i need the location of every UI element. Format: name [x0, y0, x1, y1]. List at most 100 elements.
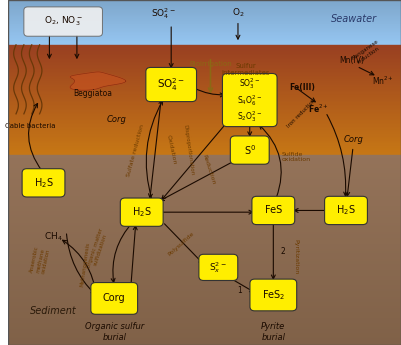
- Bar: [8, 317, 401, 318]
- Bar: [8, 264, 401, 265]
- Text: Oxidation: Oxidation: [166, 135, 177, 166]
- Text: H$_2$S: H$_2$S: [34, 176, 53, 190]
- Bar: [8, 332, 401, 334]
- Bar: [8, 159, 401, 161]
- Bar: [8, 50, 401, 52]
- Bar: [8, 252, 401, 254]
- Bar: [8, 231, 401, 233]
- Bar: [8, 309, 401, 311]
- Bar: [8, 330, 401, 332]
- Bar: [8, 8, 401, 9]
- Bar: [8, 92, 401, 93]
- Bar: [8, 343, 401, 345]
- Bar: [8, 302, 401, 303]
- Bar: [8, 74, 401, 75]
- Bar: [8, 31, 401, 32]
- FancyBboxPatch shape: [250, 279, 297, 311]
- Bar: [8, 64, 401, 66]
- Bar: [8, 315, 401, 317]
- Text: Polysulfide: Polysulfide: [167, 231, 195, 257]
- Text: S$_x^{2-}$: S$_x^{2-}$: [209, 260, 227, 275]
- Bar: [8, 56, 401, 57]
- Text: H$_2$S: H$_2$S: [336, 204, 356, 217]
- Bar: [8, 66, 401, 67]
- Bar: [8, 212, 401, 214]
- Bar: [8, 115, 401, 117]
- Bar: [8, 83, 401, 85]
- Bar: [8, 237, 401, 239]
- Text: FeS$_2$: FeS$_2$: [261, 288, 285, 302]
- Text: O$_2$: O$_2$: [232, 7, 244, 19]
- Bar: [8, 292, 401, 294]
- Bar: [8, 20, 401, 21]
- Bar: [8, 90, 401, 92]
- Bar: [8, 63, 401, 64]
- Bar: [8, 141, 401, 143]
- Bar: [8, 99, 401, 100]
- Bar: [8, 297, 401, 299]
- Bar: [8, 208, 401, 210]
- Bar: [8, 45, 401, 46]
- Bar: [8, 235, 401, 237]
- Polygon shape: [70, 72, 126, 90]
- Bar: [8, 34, 401, 35]
- Bar: [8, 184, 401, 186]
- Bar: [8, 210, 401, 212]
- Bar: [8, 271, 401, 273]
- Bar: [8, 288, 401, 290]
- Bar: [8, 277, 401, 279]
- Bar: [8, 16, 401, 17]
- Bar: [8, 126, 401, 128]
- Text: Fe(III): Fe(III): [289, 83, 315, 92]
- FancyBboxPatch shape: [146, 68, 196, 102]
- Bar: [8, 146, 401, 147]
- Bar: [8, 337, 401, 339]
- Bar: [8, 25, 401, 26]
- Bar: [8, 106, 401, 107]
- Bar: [8, 59, 401, 60]
- Bar: [8, 286, 401, 288]
- Bar: [8, 248, 401, 250]
- Bar: [8, 77, 401, 78]
- Bar: [8, 57, 401, 59]
- Bar: [8, 38, 401, 39]
- Bar: [8, 9, 401, 10]
- Text: Reduction: Reduction: [201, 153, 216, 185]
- Bar: [8, 17, 401, 18]
- Bar: [8, 220, 401, 222]
- Bar: [8, 157, 401, 159]
- Bar: [8, 130, 401, 132]
- Bar: [8, 48, 401, 49]
- Bar: [8, 296, 401, 297]
- Bar: [8, 52, 401, 53]
- Bar: [8, 44, 401, 45]
- Text: Cable bacteria: Cable bacteria: [4, 123, 55, 129]
- Text: Sulfur
intermediates: Sulfur intermediates: [222, 62, 270, 76]
- FancyBboxPatch shape: [22, 169, 65, 197]
- Bar: [8, 133, 401, 135]
- Bar: [8, 205, 401, 206]
- Bar: [8, 233, 401, 235]
- Text: SO$_3^{2-}$
S$_4$O$_6^{2-}$
S$_2$O$_3^{2-}$: SO$_3^{2-}$ S$_4$O$_6^{2-}$ S$_2$O$_3^{2…: [237, 76, 262, 125]
- Bar: [8, 93, 401, 95]
- Bar: [8, 86, 401, 88]
- Text: FeS: FeS: [265, 206, 282, 215]
- Bar: [8, 299, 401, 302]
- Bar: [8, 0, 401, 1]
- Text: Sulfate reduction: Sulfate reduction: [126, 124, 145, 177]
- Bar: [8, 256, 401, 258]
- Bar: [8, 71, 401, 72]
- Bar: [8, 328, 401, 330]
- Bar: [8, 85, 401, 86]
- Bar: [8, 67, 401, 68]
- Bar: [8, 273, 401, 275]
- Bar: [8, 280, 401, 282]
- Text: Pyritization: Pyritization: [293, 239, 298, 275]
- Bar: [8, 3, 401, 4]
- Bar: [8, 282, 401, 284]
- Bar: [8, 189, 401, 191]
- Bar: [8, 320, 401, 322]
- Bar: [8, 229, 401, 231]
- Bar: [8, 303, 401, 305]
- Bar: [8, 163, 401, 165]
